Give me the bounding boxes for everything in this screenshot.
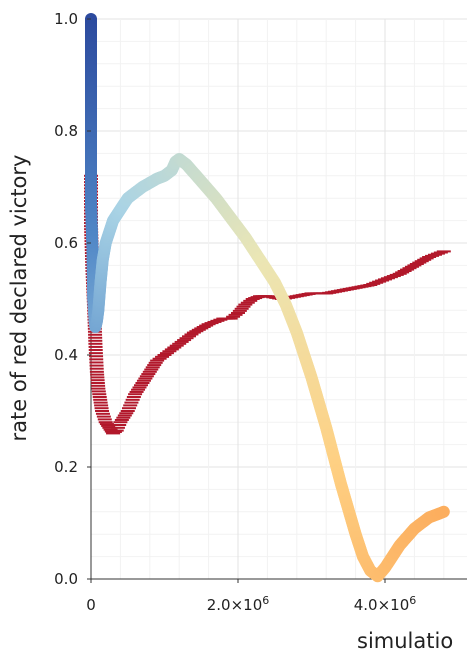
- y-tick-label: 0.6: [54, 234, 78, 252]
- x-tick-label: 0: [86, 596, 96, 614]
- x-tick-label: 2.0×106: [207, 594, 270, 614]
- y-tick-label: 0.2: [54, 458, 78, 476]
- data-point: [437, 505, 450, 518]
- y-axis-label: rate of red declared victory: [7, 155, 31, 442]
- tick-layer: 0.0 0.2 0.4 0.6 0.8 1.0 0 2.0×106 4.0×106: [54, 10, 416, 614]
- y-tick-label: 0.0: [54, 570, 78, 588]
- x-axis-label: simulatio: [357, 629, 453, 653]
- grid-layer: [91, 18, 467, 580]
- series-red-declared: [84, 174, 451, 435]
- series-gradient: [85, 13, 450, 583]
- y-tick-label: 1.0: [54, 10, 78, 28]
- series-layer: [84, 13, 451, 583]
- y-tick-label: 0.4: [54, 346, 78, 364]
- x-tick-label: 4.0×106: [354, 594, 417, 614]
- y-tick-label: 0.8: [54, 122, 78, 140]
